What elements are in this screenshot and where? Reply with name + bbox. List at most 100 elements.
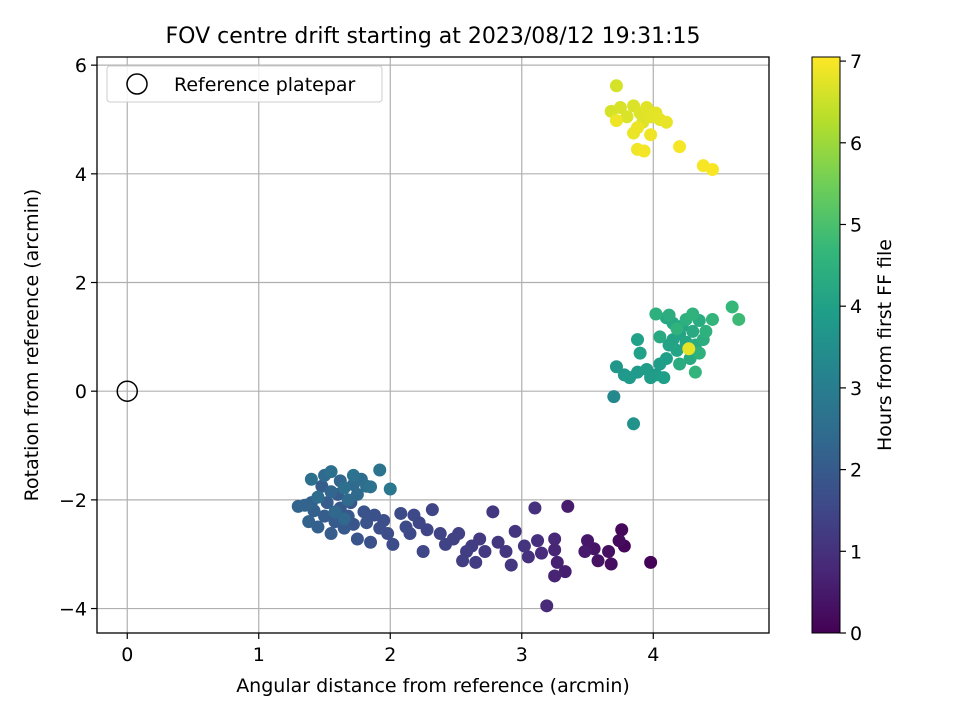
data-point [364,480,378,494]
legend-label: Reference platepar [174,74,356,96]
data-point [578,544,592,558]
data-point [350,487,364,501]
data-point [662,308,676,322]
data-point [630,333,644,347]
data-point [386,537,400,551]
data-point [627,417,641,431]
data-point [548,543,562,557]
data-point [534,546,548,560]
data-point [686,324,700,338]
data-point [607,390,621,404]
data-point [670,322,684,336]
data-point [337,512,351,526]
data-point [561,499,575,513]
data-point [659,352,673,366]
data-point [540,599,554,613]
data-point [364,535,378,549]
colorbar-ticks: 0 1 2 3 4 5 6 7 [840,51,862,645]
reference-point-layer [116,380,138,402]
data-point [633,346,647,360]
data-point [548,532,562,546]
data-point [491,535,505,549]
data-point [517,539,531,553]
data-point [615,523,629,537]
data-point [383,482,397,496]
data-point [350,532,364,546]
colorbar-tick-label: 6 [850,133,862,155]
data-point [311,490,325,504]
legend-box [106,65,383,103]
data-point [630,121,644,135]
data-point [637,144,651,158]
data-point [699,324,713,338]
data-point [612,534,626,548]
x-tick-label: 0 [121,644,133,666]
x-tick-label: 2 [384,644,396,666]
data-point [291,499,305,513]
colorbar-tick-label: 4 [850,296,862,318]
data-point [324,527,338,541]
data-point [531,534,545,548]
data-point [399,520,413,534]
data-point [644,128,658,142]
data-point [649,307,663,321]
data-point [433,527,447,541]
data-point [550,555,564,569]
reference-platepar-marker [116,380,138,402]
data-point [620,110,634,124]
data-point [686,307,700,321]
data-point [604,557,618,571]
data-point [407,508,421,522]
data-point [499,544,513,558]
data-point [337,521,351,535]
data-point [609,79,623,93]
data-point [528,501,542,515]
data-point [688,365,702,379]
data-point [416,544,430,558]
data-point [548,569,562,583]
data-point [673,140,687,154]
data-point [360,516,374,530]
y-tick-label: 4 [75,164,87,186]
y-tick-label: −2 [59,490,87,512]
data-point [558,565,572,579]
legend: Reference platepar [106,65,383,103]
data-point [591,554,605,568]
data-point [373,463,387,477]
data-point [659,115,673,129]
plot-frame [96,56,770,634]
data-points [291,79,746,613]
data-point [732,312,746,326]
data-point [521,550,535,564]
colorbar-label: Hours from first FF file [874,239,896,451]
data-point [469,555,483,569]
colorbar-tick-label: 7 [850,51,862,73]
colorbar [811,56,841,634]
colorbar-tick-label: 5 [850,214,862,236]
data-point [692,346,706,360]
colorbar-tick-label: 3 [850,378,862,400]
y-tick-label: 2 [75,273,87,295]
y-axis-label: Rotation from reference (arcmin) [21,189,43,502]
data-point [337,481,351,495]
data-point [682,342,696,356]
data-point [602,544,616,558]
data-point [508,524,522,538]
data-point [304,472,318,486]
data-point [478,544,492,558]
data-point [318,509,332,523]
data-point [705,162,719,176]
data-point [657,371,671,385]
colorbar-tick-label: 1 [850,541,862,563]
data-point [324,465,338,479]
y-tick-label: 6 [75,55,87,77]
data-point [328,505,342,519]
legend-marker [126,73,148,95]
data-point [644,555,658,569]
x-axis-label: Angular distance from reference (arcmin) [236,675,630,697]
x-tick-label: 4 [647,644,659,666]
axis-ticks: 0 1 2 3 4 −4 −2 0 2 4 6 [59,55,659,666]
colorbar-gradient [811,56,841,634]
